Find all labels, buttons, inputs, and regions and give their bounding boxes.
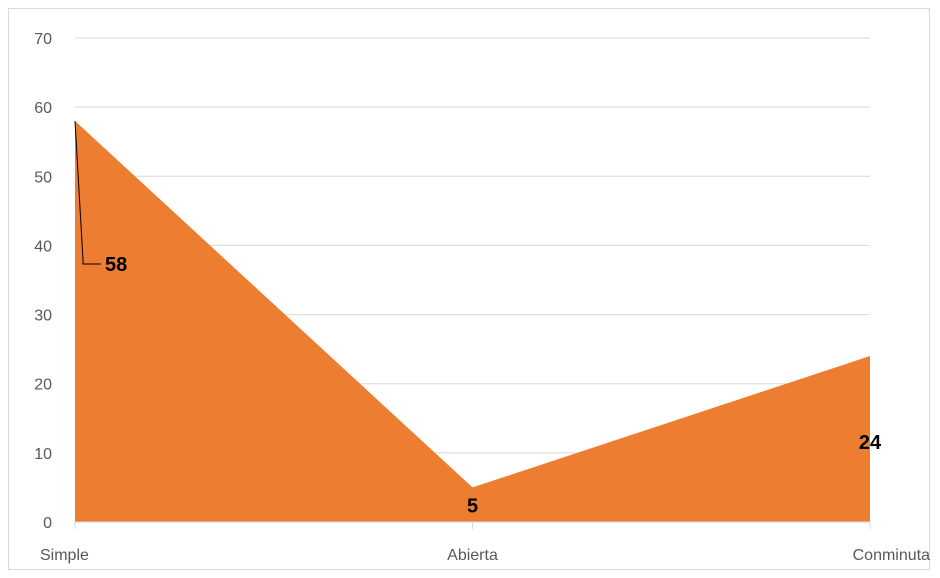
x-axis: Simple Abierta Conminuta [40, 521, 930, 564]
data-label-leader-line [74, 120, 101, 265]
y-axis: 0 10 20 30 40 50 60 70 [34, 31, 52, 532]
data-label-leaders [74, 120, 101, 265]
x-tick-label: Simple [40, 547, 89, 564]
y-tick-label: 40 [34, 238, 52, 255]
data-label: 5 [467, 495, 478, 517]
x-tick-label: Conminuta [853, 547, 930, 564]
area-fill [75, 120, 870, 522]
y-tick-label: 10 [34, 446, 52, 463]
data-label: 58 [105, 254, 127, 276]
y-tick-label: 0 [43, 515, 52, 532]
y-tick-label: 70 [34, 31, 52, 48]
data-labels: 58 5 24 [105, 254, 882, 517]
y-tick-label: 20 [34, 377, 52, 394]
x-tick-label: Abierta [447, 547, 498, 564]
data-label: 24 [859, 432, 882, 454]
y-tick-label: 60 [34, 100, 52, 117]
y-tick-label: 30 [34, 308, 52, 325]
y-tick-label: 50 [34, 169, 52, 186]
area-series [75, 120, 870, 522]
